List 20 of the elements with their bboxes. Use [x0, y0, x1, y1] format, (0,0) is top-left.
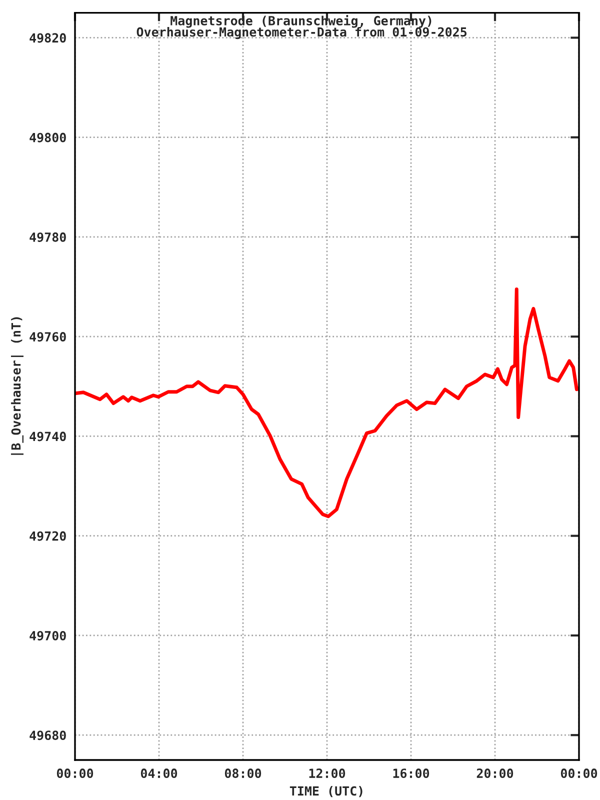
y-tick-label: 49720 [30, 531, 66, 541]
x-tick-label: 16:00 [393, 768, 430, 778]
y-tick-label: 49800 [30, 132, 66, 142]
y-tick-label: 49700 [30, 630, 66, 640]
x-tick-label: 04:00 [140, 768, 178, 778]
x-tick-label: 00:00 [56, 768, 94, 778]
y-tick-label: 49780 [30, 232, 66, 242]
y-tick-label: 49760 [30, 332, 66, 342]
line-series [75, 288, 579, 518]
x-tick-label: 20:00 [476, 768, 514, 778]
y-axis-title: |B_Overhauser| (nT) [10, 317, 24, 455]
chart-title: Magnetsrode (Braunschweig, Germany) [170, 15, 432, 28]
x-tick-label: 12:00 [309, 768, 346, 778]
x-tick-label: 08:00 [224, 768, 262, 778]
x-tick-label: 00:00 [560, 768, 598, 778]
x-axis-title: TIME (UTC) [290, 786, 362, 798]
y-tick-label: 49680 [30, 730, 66, 740]
y-tick-label: 49820 [30, 33, 66, 43]
y-tick-label: 49740 [30, 432, 66, 442]
text: Overhauser-Magnetometer-Data from 01-09-2025 [136, 26, 467, 40]
